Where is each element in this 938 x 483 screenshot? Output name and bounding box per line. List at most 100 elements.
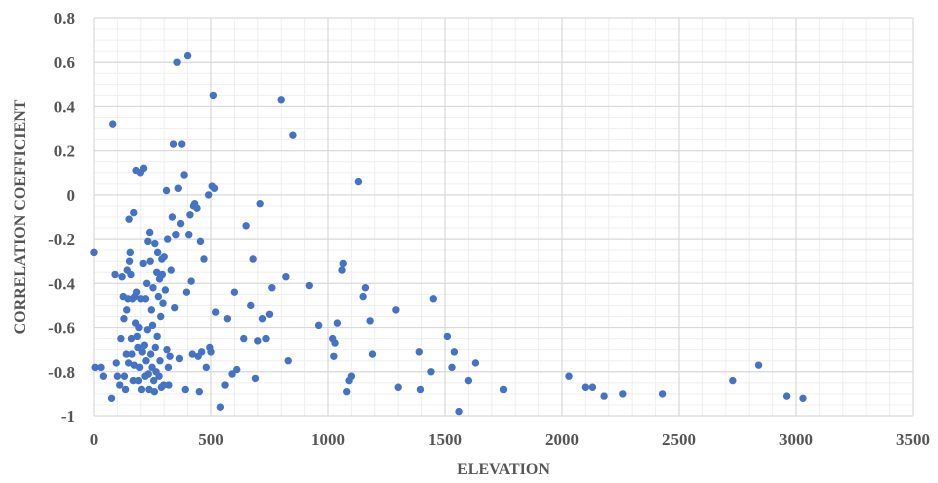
- data-point: [116, 381, 124, 389]
- data-point: [289, 131, 297, 139]
- data-point: [282, 273, 290, 281]
- x-tick-label: 1500: [428, 430, 462, 449]
- data-point: [144, 237, 152, 246]
- data-point: [90, 248, 98, 257]
- data-point: [118, 273, 126, 281]
- data-point: [147, 306, 156, 314]
- data-point: [160, 253, 168, 261]
- data-point: [256, 200, 264, 208]
- data-point: [153, 248, 162, 257]
- data-point: [455, 407, 463, 416]
- minor-gridlines: [93, 17, 914, 417]
- data-point: [330, 352, 338, 360]
- data-point: [181, 385, 189, 394]
- data-point: [109, 120, 117, 128]
- data-point: [142, 357, 150, 365]
- data-point: [195, 387, 203, 396]
- y-tick-label: 0.6: [54, 53, 75, 72]
- data-point: [144, 370, 152, 378]
- data-point: [143, 326, 152, 334]
- data-point: [429, 295, 437, 303]
- data-point: [331, 339, 339, 347]
- data-point: [140, 341, 149, 349]
- data-point: [207, 348, 215, 356]
- data-point: [265, 310, 274, 318]
- x-tick-label: 3500: [896, 430, 930, 449]
- data-point: [314, 321, 323, 330]
- data-point: [141, 295, 150, 303]
- data-point: [174, 184, 182, 192]
- data-point: [193, 204, 201, 212]
- data-point: [158, 270, 167, 279]
- data-point: [211, 308, 220, 316]
- y-tick-label: 0.8: [54, 9, 75, 28]
- data-point: [185, 230, 193, 239]
- data-point: [204, 191, 213, 199]
- data-point: [416, 385, 425, 394]
- data-point: [139, 164, 148, 173]
- data-point: [223, 315, 232, 323]
- data-point: [156, 357, 164, 365]
- data-point: [338, 266, 346, 274]
- data-point: [233, 365, 241, 374]
- data-point: [123, 306, 131, 314]
- data-point: [619, 390, 627, 398]
- data-point: [175, 354, 184, 363]
- y-tick-labels: -1 -0.8 -0.6 -0.4 -0.2 0 0.2 0.4 0.6 0.8: [48, 9, 75, 426]
- data-point: [155, 372, 163, 380]
- data-point: [600, 392, 608, 400]
- data-point: [150, 387, 159, 396]
- data-point: [183, 51, 192, 60]
- data-point: [471, 359, 480, 367]
- y-tick-label: -1: [61, 407, 75, 426]
- data-point: [134, 376, 143, 385]
- data-point: [197, 348, 206, 356]
- data-point: [361, 284, 370, 292]
- data-point: [347, 372, 356, 380]
- data-point: [135, 323, 143, 332]
- data-point: [366, 317, 374, 325]
- y-tick-label: 0: [67, 186, 76, 205]
- major-gridlines: [93, 17, 914, 417]
- data-point: [242, 222, 250, 230]
- data-point: [129, 376, 138, 385]
- data-point: [448, 363, 456, 372]
- data-point: [565, 372, 573, 380]
- data-point: [202, 363, 211, 372]
- data-point: [91, 363, 99, 372]
- data-point: [149, 376, 158, 385]
- data-point: [121, 385, 130, 394]
- data-point: [249, 255, 257, 263]
- x-tick-label: 2000: [545, 430, 579, 449]
- data-point: [117, 334, 125, 343]
- data-point: [443, 332, 452, 341]
- data-point: [258, 315, 267, 323]
- data-point: [99, 372, 108, 380]
- data-point: [176, 219, 185, 228]
- data-point: [230, 288, 239, 296]
- data-point: [113, 372, 122, 380]
- data-point: [159, 299, 167, 307]
- data-point: [164, 363, 173, 372]
- data-point: [305, 281, 313, 290]
- data-point: [782, 392, 791, 400]
- y-axis-title: CORRELATION COEFFICIENT: [12, 99, 29, 334]
- data-point: [160, 381, 168, 389]
- data-point: [196, 237, 205, 246]
- y-tick-label: -0.4: [48, 274, 75, 293]
- y-tick-label: 0.4: [54, 97, 76, 116]
- data-point: [221, 381, 229, 389]
- data-point: [151, 343, 160, 352]
- data-point: [268, 284, 276, 292]
- data-point: [171, 303, 179, 312]
- data-point: [120, 372, 129, 380]
- x-tick-label: 1000: [311, 430, 345, 449]
- data-point: [168, 213, 177, 221]
- data-point: [172, 230, 180, 239]
- y-tick-label: -0.6: [48, 319, 75, 338]
- data-point: [581, 383, 590, 391]
- data-point: [450, 348, 459, 356]
- data-point: [262, 334, 270, 343]
- data-point: [729, 376, 737, 385]
